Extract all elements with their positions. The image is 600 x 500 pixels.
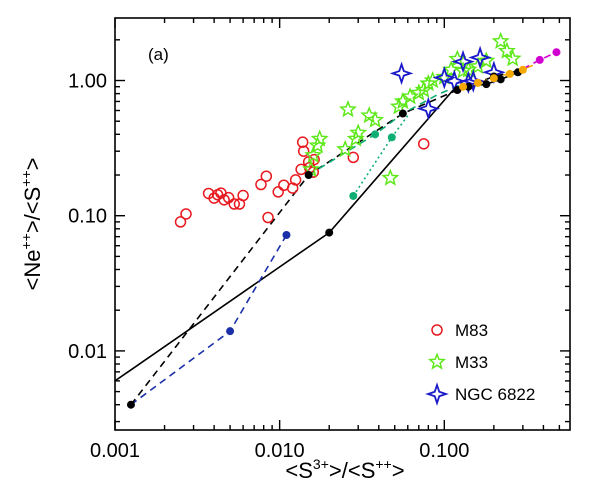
m83-point	[180, 208, 192, 220]
model-point	[349, 191, 358, 200]
x-axis-label: <S3+>/<S++>	[285, 456, 404, 483]
m83-point	[222, 191, 235, 204]
series-line-5	[130, 234, 288, 406]
m33-point	[503, 49, 522, 67]
x-label-sup: ++	[375, 456, 391, 472]
series-line-6	[308, 82, 464, 176]
legend-marker	[427, 352, 447, 370]
model-point	[496, 75, 505, 84]
m33-point	[346, 129, 365, 147]
model-point	[505, 69, 514, 78]
model-point	[282, 230, 291, 239]
x-label-sup: 3+	[313, 456, 329, 472]
m83-point	[255, 178, 267, 191]
m83-point	[237, 189, 249, 202]
panel-label: (a)	[148, 45, 169, 64]
m33-point	[393, 91, 412, 110]
model-point	[459, 82, 468, 91]
x-tick-label: 0.010	[255, 440, 305, 462]
m33-point	[389, 97, 408, 115]
x-label-part: >/<S	[329, 458, 375, 483]
y-label-part: >/<S	[20, 187, 45, 233]
m83-point	[297, 145, 310, 157]
legend-label: M33	[455, 353, 488, 372]
m33-point	[349, 123, 368, 141]
model-point	[489, 74, 498, 83]
m83-point	[174, 216, 187, 228]
m83-point	[289, 174, 302, 186]
model-point	[398, 109, 407, 118]
m33-point	[477, 51, 496, 69]
ngc-6822-point	[468, 45, 492, 70]
m33-point	[442, 60, 461, 78]
x-tick-label: 0.100	[419, 440, 469, 462]
axis-ticks: 0.001 0.010 0.100 0.01 0.10 1.00	[68, 18, 570, 462]
m33-point	[338, 100, 358, 118]
m83-point	[347, 151, 360, 164]
legend-label: M83	[455, 321, 488, 340]
plot-frame	[114, 17, 571, 431]
legend-marker	[425, 382, 449, 406]
x-label-part: <S	[285, 458, 313, 483]
model-point	[518, 65, 527, 74]
y-tick-label: 0.01	[68, 341, 107, 363]
m33-point	[497, 41, 516, 59]
legend-label: NGC 6822	[455, 385, 535, 404]
y-tick-label: 0.10	[68, 206, 107, 228]
m83-point	[296, 136, 309, 148]
chart-marks	[115, 31, 561, 409]
ngc-6822-point	[432, 65, 457, 90]
series-line-4	[130, 69, 524, 406]
x-label-part: >	[392, 458, 405, 483]
legend-marker	[431, 324, 443, 336]
model-point	[226, 327, 235, 336]
m33-point	[381, 168, 400, 186]
y-label-part: <Ne	[20, 250, 45, 291]
ngc-6822-point	[416, 96, 441, 121]
m33-point	[366, 110, 385, 128]
y-label-part: >	[20, 157, 45, 170]
y-label-sup: ++	[18, 170, 34, 186]
model-point	[473, 78, 482, 87]
model-point	[482, 80, 491, 89]
m83-point	[260, 170, 273, 182]
m33-point	[491, 31, 510, 49]
ngc-6822-point	[389, 61, 414, 86]
y-axis-label: <Ne++>/<S++>	[18, 157, 45, 290]
model-point	[325, 228, 334, 237]
model-point	[126, 400, 135, 409]
legend: M83 M33 NGC 6822	[425, 321, 535, 406]
y-tick-label: 1.00	[68, 71, 107, 93]
series-line-9	[522, 51, 557, 70]
m33-point	[310, 129, 329, 147]
m83-point	[272, 186, 284, 198]
ngc-6822-point	[451, 49, 475, 74]
m33-point	[304, 145, 323, 163]
y-label-sup: ++	[18, 233, 34, 249]
model-point	[371, 130, 380, 139]
m33-point	[336, 139, 355, 157]
x-tick-label: 0.001	[90, 440, 140, 462]
m83-point	[262, 211, 274, 224]
model-point	[387, 133, 396, 142]
m83-point	[228, 198, 241, 210]
model-point	[304, 171, 313, 180]
model-point	[552, 48, 561, 57]
m33-point	[454, 61, 473, 79]
m83-point	[417, 138, 430, 150]
model-point	[535, 55, 544, 64]
